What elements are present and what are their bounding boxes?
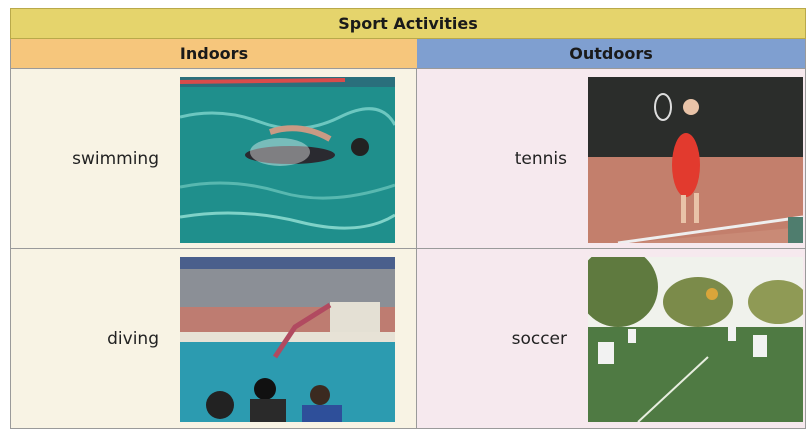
- cell-text: soccer: [511, 329, 567, 349]
- swimming-photo: [180, 77, 395, 243]
- column-header: Outdoors: [417, 39, 806, 69]
- cell-text: diving: [107, 329, 159, 349]
- cell-text: swimming: [72, 149, 159, 169]
- table-title: Sport Activities: [10, 8, 806, 39]
- soccer-photo: [588, 257, 803, 422]
- diving-photo: [180, 257, 395, 422]
- tennis-photo: [588, 77, 803, 243]
- cell-text: tennis: [514, 149, 567, 169]
- column-header: Indoors: [10, 39, 417, 69]
